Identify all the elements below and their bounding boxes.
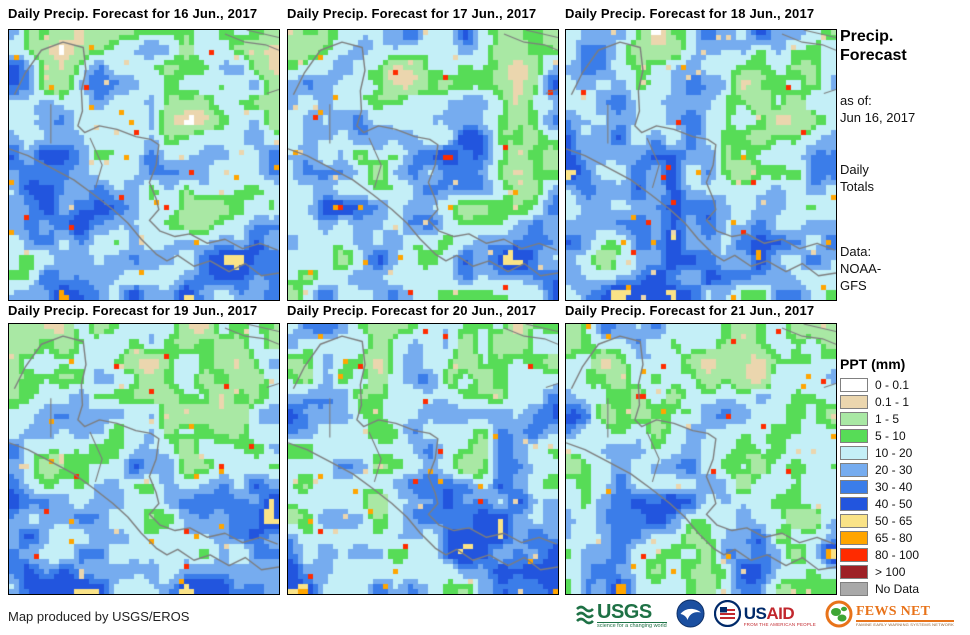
legend-item: 80 - 100 bbox=[840, 546, 966, 563]
precip-map-20jun bbox=[287, 323, 559, 595]
data-source-line1: NOAA- bbox=[840, 261, 882, 276]
usaid-name-us: US bbox=[743, 603, 767, 623]
sidebar-asof: as of: Jun 16, 2017 bbox=[840, 92, 966, 126]
legend-swatch bbox=[840, 394, 868, 409]
legend-item: > 100 bbox=[840, 563, 966, 580]
legend-swatch bbox=[840, 428, 868, 443]
legend-item: 40 - 50 bbox=[840, 495, 966, 512]
totals-line1: Daily bbox=[840, 162, 869, 177]
legend-swatch bbox=[840, 564, 868, 579]
precip-map-19jun bbox=[8, 323, 280, 595]
usaid-tagline: FROM THE AMERICAN PEOPLE bbox=[743, 621, 816, 627]
legend-label: 20 - 30 bbox=[875, 462, 913, 477]
legend-label: 10 - 20 bbox=[875, 445, 913, 460]
legend-label: 50 - 65 bbox=[875, 513, 913, 528]
asof-label: as of: bbox=[840, 93, 872, 108]
panel-title-21jun: Daily Precip. Forecast for 21 Jun., 2017 bbox=[565, 303, 815, 318]
usaid-name-aid: AID bbox=[766, 603, 795, 623]
panel-title-20jun: Daily Precip. Forecast for 20 Jun., 2017 bbox=[287, 303, 537, 318]
data-source-line2: GFS bbox=[840, 278, 867, 293]
legend-item: 0.1 - 1 bbox=[840, 393, 966, 410]
precip-map-17jun bbox=[287, 29, 559, 301]
usgs-name: USGS bbox=[597, 601, 652, 624]
legend-label: 30 - 40 bbox=[875, 479, 913, 494]
fewsnet-name: FEWS NET bbox=[855, 605, 954, 622]
noaa-logo-icon bbox=[676, 599, 705, 633]
legend-item: No Data bbox=[840, 580, 966, 597]
legend: PPT (mm) 0 - 0.1 0.1 - 1 1 - 5 5 - 10 10 - 2… bbox=[840, 356, 966, 597]
legend-item: 20 - 30 bbox=[840, 461, 966, 478]
legend-swatch bbox=[840, 411, 868, 426]
legend-label: 1 - 5 bbox=[875, 411, 900, 426]
panel-title-18jun: Daily Precip. Forecast for 18 Jun., 2017 bbox=[565, 6, 815, 21]
fewsnet-logo: FEWS NET FAMINE EARLY WARNING SYSTEMS NE… bbox=[825, 600, 954, 633]
fewsnet-tagline: FAMINE EARLY WARNING SYSTEMS NETWORK bbox=[855, 622, 954, 627]
legend-item: 30 - 40 bbox=[840, 478, 966, 495]
sidebar-title: Precip. Forecast bbox=[840, 27, 966, 65]
legend-label: 0.1 - 1 bbox=[875, 394, 910, 409]
logo-strip: USGS science for a changing world bbox=[576, 597, 954, 635]
legend-item: 0 - 0.1 bbox=[840, 376, 966, 393]
usgs-logo: USGS science for a changing world bbox=[576, 602, 667, 630]
usgs-wave-icon bbox=[576, 603, 594, 630]
legend-label: 0 - 0.1 bbox=[875, 377, 910, 392]
legend-label: 80 - 100 bbox=[875, 547, 920, 562]
legend-swatch bbox=[840, 513, 868, 528]
legend-swatch bbox=[840, 377, 868, 392]
sidebar-totals: Daily Totals bbox=[840, 161, 966, 195]
legend-item: 50 - 65 bbox=[840, 512, 966, 529]
sidebar-title-line2: Forecast bbox=[840, 47, 907, 64]
legend-swatch bbox=[840, 547, 868, 562]
precip-map-16jun bbox=[8, 29, 280, 301]
map-credit: Map produced by USGS/EROS bbox=[8, 609, 190, 624]
usaid-seal-icon bbox=[713, 599, 741, 632]
legend-label: 65 - 80 bbox=[875, 530, 913, 545]
legend-label: 5 - 10 bbox=[875, 428, 906, 443]
asof-date: Jun 16, 2017 bbox=[840, 110, 916, 125]
fewsnet-globe-icon bbox=[825, 600, 853, 633]
usaid-logo: USAID FROM THE AMERICAN PEOPLE bbox=[713, 599, 816, 632]
legend-swatch bbox=[840, 496, 868, 511]
panel-title-16jun: Daily Precip. Forecast for 16 Jun., 2017 bbox=[8, 6, 258, 21]
totals-line2: Totals bbox=[840, 179, 874, 194]
legend-title: PPT (mm) bbox=[840, 356, 906, 372]
legend-swatch bbox=[840, 479, 868, 494]
legend-swatch bbox=[840, 462, 868, 477]
precip-map-21jun bbox=[565, 323, 837, 595]
precip-map-18jun bbox=[565, 29, 837, 301]
panel-title-19jun: Daily Precip. Forecast for 19 Jun., 2017 bbox=[8, 303, 258, 318]
legend-label: 40 - 50 bbox=[875, 496, 913, 511]
legend-label: No Data bbox=[875, 581, 920, 596]
legend-items: 0 - 0.1 0.1 - 1 1 - 5 5 - 10 10 - 20 20 - 30 3… bbox=[840, 376, 966, 597]
legend-item: 65 - 80 bbox=[840, 529, 966, 546]
panel-title-17jun: Daily Precip. Forecast for 17 Jun., 2017 bbox=[287, 6, 537, 21]
legend-label: > 100 bbox=[875, 564, 906, 579]
usgs-tagline: science for a changing world bbox=[597, 622, 667, 630]
legend-item: 5 - 10 bbox=[840, 427, 966, 444]
legend-swatch bbox=[840, 445, 868, 460]
legend-swatch bbox=[840, 530, 868, 545]
legend-item: 10 - 20 bbox=[840, 444, 966, 461]
sidebar-data-source: Data: NOAA- GFS bbox=[840, 243, 966, 294]
sidebar-title-line1: Precip. bbox=[840, 28, 894, 45]
legend-item: 1 - 5 bbox=[840, 410, 966, 427]
data-label: Data: bbox=[840, 244, 872, 259]
legend-swatch bbox=[840, 581, 868, 596]
